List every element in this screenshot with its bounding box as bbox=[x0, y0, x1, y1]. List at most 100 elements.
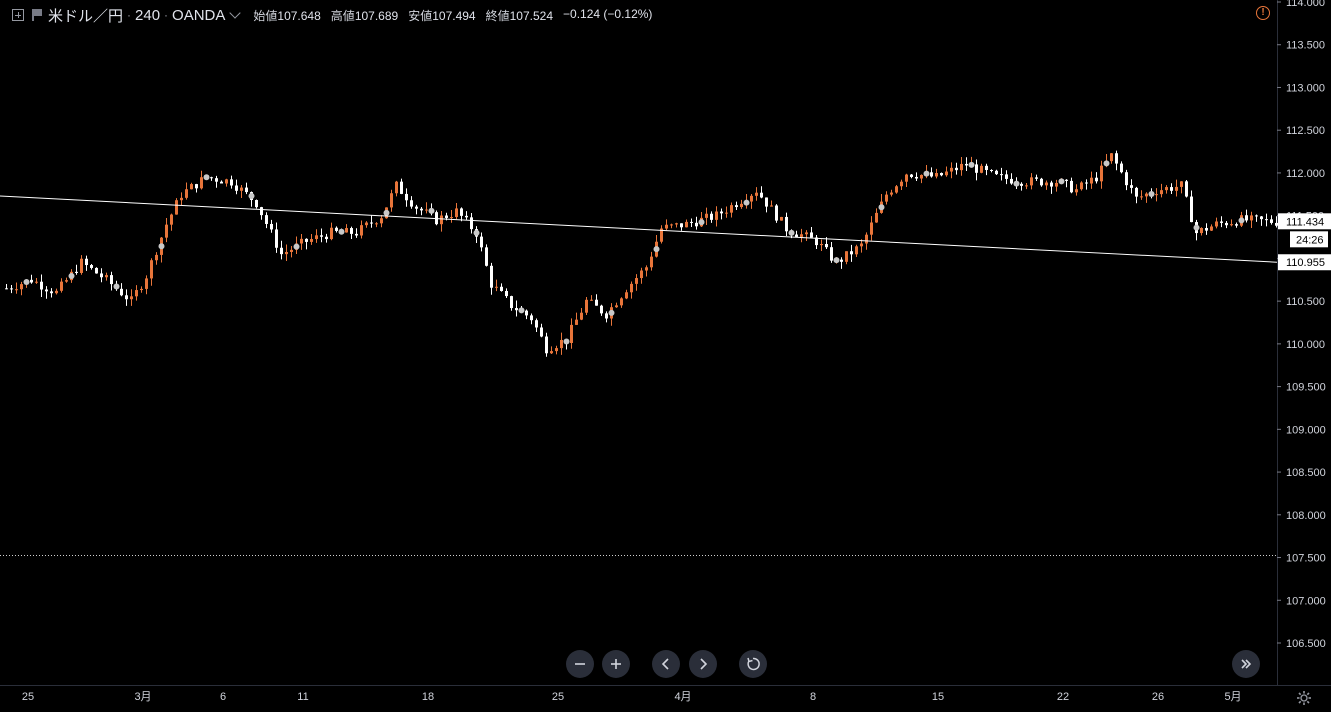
candle-body bbox=[45, 289, 48, 292]
candle-body bbox=[650, 256, 653, 268]
double-chevron-right-icon bbox=[1241, 659, 1252, 669]
candle-body bbox=[840, 259, 843, 262]
candle-body bbox=[415, 206, 418, 209]
candle-body bbox=[85, 258, 88, 266]
ohlc-open-value: 107.648 bbox=[277, 8, 321, 23]
y-tick-label: 108.500 bbox=[1286, 467, 1326, 479]
candle-body bbox=[1140, 196, 1143, 198]
alert-icon[interactable]: ! bbox=[1256, 6, 1270, 20]
candle-body bbox=[315, 235, 318, 240]
candle-body bbox=[1120, 163, 1123, 173]
candle-body bbox=[370, 222, 373, 224]
ohlc-close-value: 107.524 bbox=[509, 8, 554, 23]
y-tick-label: 108.000 bbox=[1286, 510, 1326, 522]
candle-body bbox=[200, 177, 203, 189]
candle-body bbox=[375, 223, 378, 225]
candle-body bbox=[350, 228, 353, 234]
candle-body bbox=[1085, 182, 1088, 184]
candle-body bbox=[1200, 227, 1203, 234]
gear-icon[interactable] bbox=[1296, 690, 1312, 706]
x-tick-label: 11 bbox=[297, 691, 308, 703]
y-tick-label: 109.500 bbox=[1286, 382, 1326, 394]
candle-marker bbox=[923, 170, 930, 177]
x-tick-label: 22 bbox=[1057, 691, 1069, 703]
candle-body bbox=[545, 336, 548, 354]
candle-marker bbox=[293, 243, 300, 250]
candle-body bbox=[390, 193, 393, 208]
candle-body bbox=[480, 236, 483, 248]
candle-body bbox=[1115, 153, 1118, 164]
candle-body bbox=[100, 273, 103, 278]
candle-body bbox=[465, 215, 468, 218]
candle-body bbox=[80, 258, 83, 273]
candle-body bbox=[575, 319, 578, 325]
candle-body bbox=[195, 184, 198, 189]
candle-body bbox=[1055, 182, 1058, 187]
candle-body bbox=[990, 170, 993, 172]
candle-body bbox=[615, 305, 618, 308]
zoom-in-button[interactable] bbox=[602, 650, 630, 678]
candle-marker bbox=[1013, 180, 1020, 187]
candle-body bbox=[775, 205, 778, 221]
candle-marker bbox=[383, 209, 390, 216]
candle-body bbox=[155, 254, 158, 261]
candle-body bbox=[1130, 185, 1133, 188]
expand-icon[interactable] bbox=[12, 9, 24, 21]
trendline-price-box bbox=[1278, 254, 1331, 271]
reset-chart-button[interactable] bbox=[739, 650, 767, 678]
scroll-to-latest-button[interactable] bbox=[1232, 650, 1260, 678]
candle-body bbox=[1000, 174, 1003, 176]
candle-body bbox=[725, 212, 728, 214]
candle-body bbox=[210, 177, 213, 179]
scroll-right-button[interactable] bbox=[689, 650, 717, 678]
candle-body bbox=[140, 288, 143, 291]
candle-body bbox=[360, 225, 363, 236]
zoom-out-button[interactable] bbox=[566, 650, 594, 678]
candle-body bbox=[1235, 224, 1238, 226]
candle-body bbox=[895, 186, 898, 193]
candle-body bbox=[680, 223, 683, 228]
candle-marker bbox=[203, 174, 210, 181]
flag-icon[interactable] bbox=[32, 9, 42, 21]
candle-body bbox=[145, 278, 148, 289]
candle-body bbox=[845, 251, 848, 262]
candle-body bbox=[525, 310, 528, 316]
candle-body bbox=[405, 193, 408, 201]
candle-body bbox=[135, 290, 138, 297]
candle-body bbox=[455, 208, 458, 218]
candle-body bbox=[1185, 181, 1188, 197]
chevron-left-icon bbox=[661, 658, 669, 670]
x-tick-label: 4月 bbox=[674, 691, 691, 703]
scroll-left-button[interactable] bbox=[652, 650, 680, 678]
candle-body bbox=[640, 270, 643, 279]
candle-marker bbox=[248, 193, 255, 200]
candle-marker bbox=[518, 307, 525, 314]
candle-body bbox=[825, 243, 828, 248]
candle-body bbox=[635, 278, 638, 284]
candle-body bbox=[245, 187, 248, 193]
candle-body bbox=[1170, 187, 1173, 191]
candle-marker bbox=[563, 338, 570, 345]
candle-body bbox=[780, 216, 783, 221]
candle-body bbox=[365, 222, 368, 226]
candle-body bbox=[460, 208, 463, 216]
candle-body bbox=[240, 187, 243, 191]
candle-body bbox=[225, 179, 228, 184]
candle-body bbox=[355, 233, 358, 236]
candle-body bbox=[730, 205, 733, 213]
exchange-label[interactable]: OANDA bbox=[172, 6, 226, 24]
candle-marker bbox=[428, 207, 435, 214]
candle-body bbox=[1225, 222, 1228, 226]
x-tick-label: 26 bbox=[1152, 691, 1164, 703]
interval-label[interactable]: 240 bbox=[135, 6, 161, 24]
y-tick-label: 114.000 bbox=[1286, 0, 1325, 9]
candle-body bbox=[265, 215, 268, 224]
candle-body bbox=[270, 223, 273, 230]
candle-body bbox=[1250, 215, 1253, 221]
chevron-down-icon[interactable] bbox=[229, 6, 242, 19]
y-tick-label: 113.000 bbox=[1286, 82, 1325, 94]
candle-body bbox=[1080, 182, 1083, 190]
symbol-name[interactable]: 米ドル／円 bbox=[48, 7, 124, 25]
candle-body bbox=[515, 308, 518, 311]
